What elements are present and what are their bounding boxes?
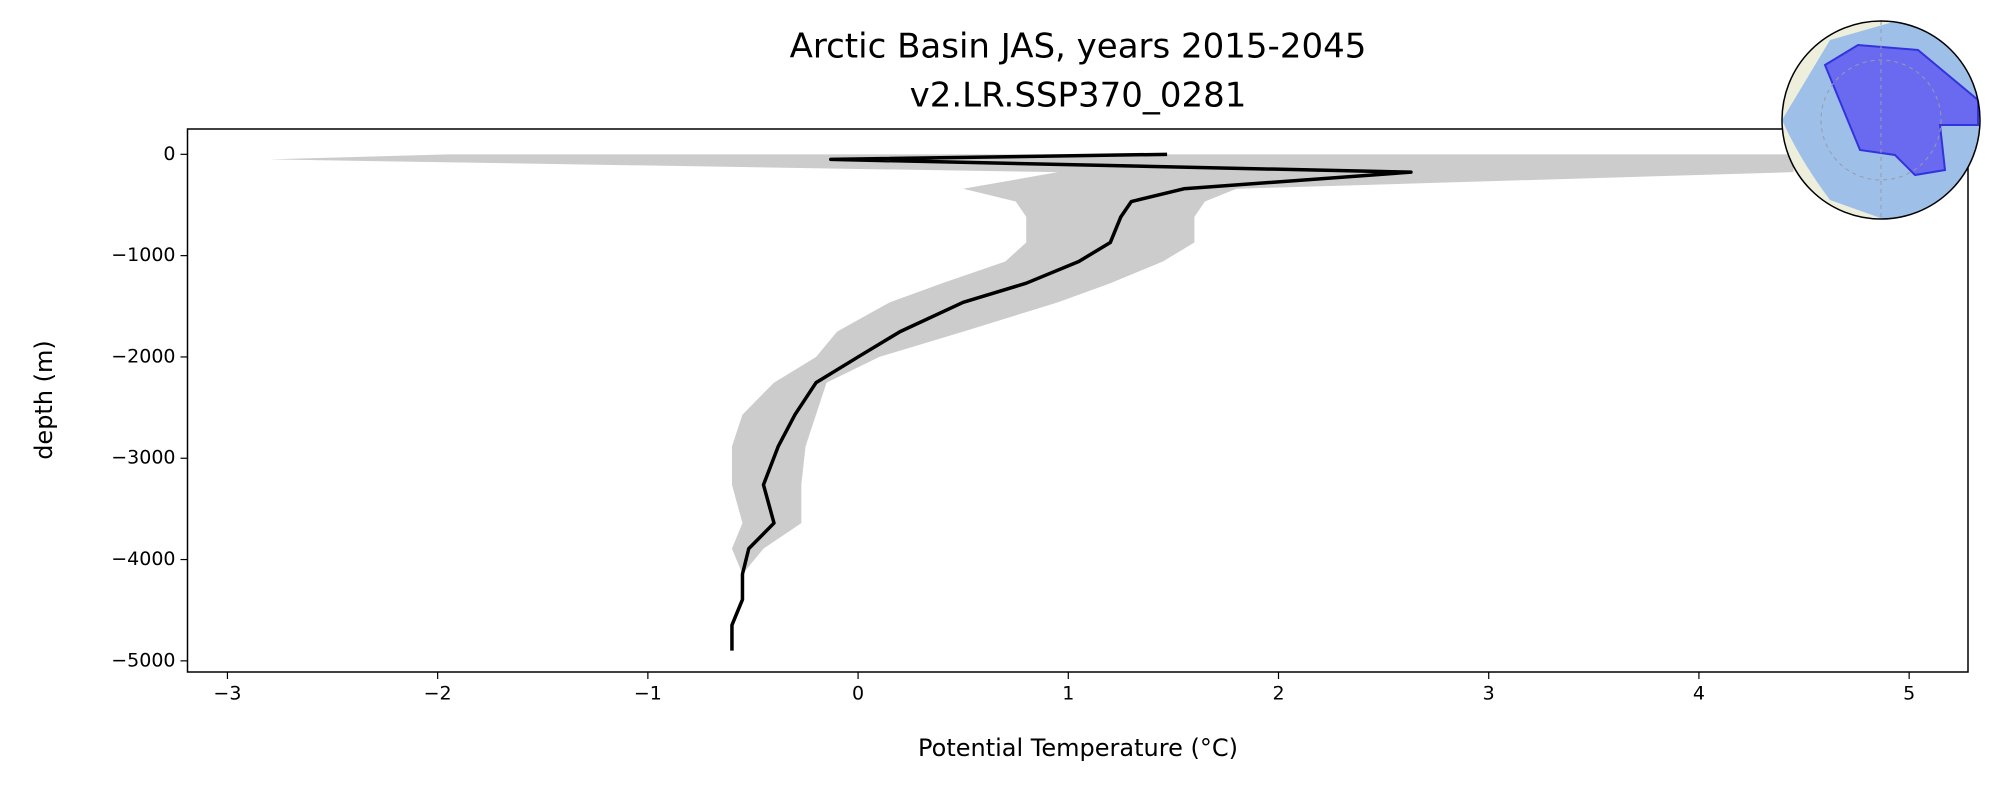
x-tick-label: 4 — [1693, 683, 1705, 705]
range-band — [269, 154, 1889, 575]
y-tick-label: −3000 — [111, 447, 175, 469]
map-region — [1823, 43, 1979, 177]
x-tick-label: −1 — [634, 683, 662, 705]
map-border — [1781, 20, 1981, 220]
mean-line — [730, 152, 1413, 651]
x-tick-label: 1 — [1062, 683, 1074, 705]
x-axis-label: Potential Temperature (°C) — [918, 734, 1238, 762]
y-tick-label: −2000 — [111, 345, 175, 367]
x-tick-label: 0 — [852, 683, 864, 705]
x-tick-label: 3 — [1483, 683, 1495, 705]
x-tick-label: −2 — [424, 683, 452, 705]
x-tick-label: 5 — [1903, 683, 1915, 705]
chart-subtitle: v2.LR.SSP370_0281 — [910, 76, 1247, 116]
axes-frame — [186, 128, 1969, 673]
map-parallel — [1820, 59, 1942, 181]
x-tick-label: −3 — [213, 683, 241, 705]
x-tick-label: 2 — [1272, 683, 1284, 705]
chart-title: Arctic Basin JAS, years 2015-2045 — [790, 27, 1367, 67]
y-tick-label: −1000 — [111, 244, 175, 266]
inset-map — [1781, 20, 1981, 220]
y-axis-label: depth (m) — [30, 340, 58, 460]
plot-area — [269, 152, 1889, 651]
y-tick-label: 0 — [163, 143, 175, 165]
y-tick-label: −4000 — [111, 548, 175, 570]
y-tick-label: −5000 — [111, 649, 175, 671]
